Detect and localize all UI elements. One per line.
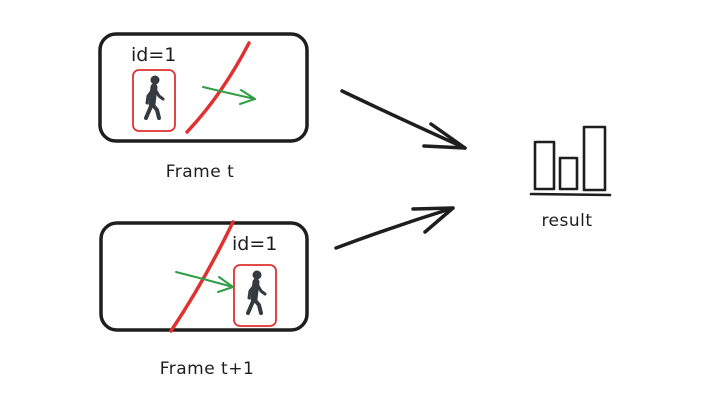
frame-t-id-label: id=1 (131, 44, 176, 66)
frame-t1-caption: Frame t+1 (160, 359, 255, 379)
bar-chart-icon (529, 125, 612, 197)
frame-t1-panel: id=1 (99, 220, 309, 333)
frame-t-border (98, 32, 309, 143)
frame-t-panel: id=1 (98, 32, 309, 143)
frame-t1-detection-box (233, 264, 277, 327)
frame-t-motion-arrow (202, 86, 256, 105)
frame-t1-motion-arrow (175, 271, 234, 293)
frame-t1-counting-line (169, 220, 235, 333)
frame-t-caption: Frame t (166, 162, 235, 182)
pedestrian-walking-icon (246, 270, 267, 315)
pedestrian-walking-icon (144, 75, 165, 120)
frame-t1-id-label: id=1 (232, 233, 277, 255)
frame-t-detection-box (132, 69, 176, 132)
result-label: result (541, 211, 592, 231)
frame-t1-border (99, 221, 309, 332)
arrow-frame-t-to-result (340, 89, 467, 150)
frame-t-counting-line (185, 41, 251, 134)
arrow-frame-t1-to-result (334, 206, 455, 250)
